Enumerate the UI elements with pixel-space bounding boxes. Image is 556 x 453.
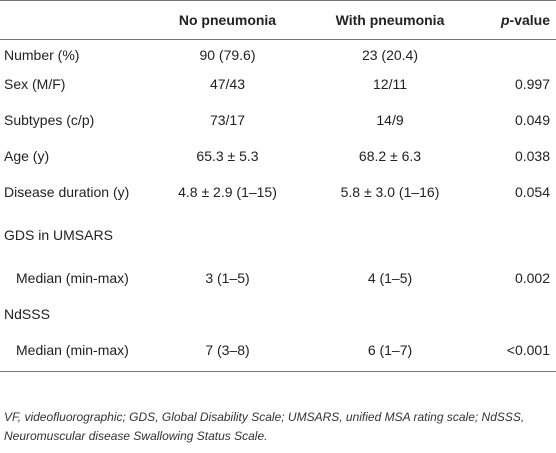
cell-with-pneumonia xyxy=(310,213,470,256)
header-p-italic: p xyxy=(500,12,510,28)
cell-no-pneumonia: 65.3 ± 5.3 xyxy=(196,147,259,164)
header-value-suffix: -value xyxy=(509,12,550,28)
table-row: Median (min-max) 7 (3–8) 6 (1–7) <0.001 xyxy=(0,328,556,372)
cell-p-value: 0.049 xyxy=(514,111,550,128)
header-p-value: p-value xyxy=(470,0,556,40)
cell-no-pneumonia xyxy=(145,299,310,328)
row-label: NdSSS xyxy=(4,305,50,322)
header-with-pneumonia: With pneumonia xyxy=(310,0,470,40)
table-row: Sex (M/F) 47/43 12/11 0.997 xyxy=(0,69,556,98)
cell-with-pneumonia: 6 (1–7) xyxy=(310,328,470,372)
cell-no-pneumonia: 4.8 ± 2.9 (1–15) xyxy=(178,183,277,200)
table-row: Median (min-max) 3 (1–5) 4 (1–5) 0.002 xyxy=(0,256,556,299)
cell-no-pneumonia: 3 (1–5) xyxy=(205,269,250,286)
table-row: Age (y) 65.3 ± 5.3 68.2 ± 6.3 0.038 xyxy=(0,141,556,170)
cell-p-value: 0.997 xyxy=(514,75,550,92)
table-row: NdSSS xyxy=(0,299,556,328)
row-label: Disease duration (y) xyxy=(4,183,130,200)
cell-with-pneumonia: 23 (20.4) xyxy=(361,46,419,63)
cell-p-value: 0.038 xyxy=(514,147,550,164)
comparison-table: No pneumonia With pneumonia p-value Numb… xyxy=(0,0,556,372)
cell-with-pneumonia: 14/9 xyxy=(376,111,404,128)
data-table-container: No pneumonia With pneumonia p-value Numb… xyxy=(0,0,556,372)
row-label: Sex (M/F) xyxy=(4,75,66,92)
cell-with-pneumonia: 4 (1–5) xyxy=(367,269,413,286)
row-label: Median (min-max) xyxy=(16,269,129,286)
cell-no-pneumonia: 73/17 xyxy=(209,111,246,128)
cell-no-pneumonia: 90 (79.6) xyxy=(199,46,256,63)
cell-with-pneumonia xyxy=(310,299,470,328)
table-row: Disease duration (y) 4.8 ± 2.9 (1–15) 5.… xyxy=(0,170,556,213)
table-row: Number (%) 90 (79.6) 23 (20.4) xyxy=(0,40,556,70)
cell-p-value: <0.001 xyxy=(470,328,556,372)
header-empty xyxy=(0,0,145,40)
table-header-row: No pneumonia With pneumonia p-value xyxy=(0,0,556,40)
row-label: Subtypes (c/p) xyxy=(4,111,95,128)
row-label: Median (min-max) xyxy=(0,328,145,372)
row-label: Age (y) xyxy=(4,147,50,164)
cell-p-value xyxy=(470,299,556,328)
cell-p-value: 0.002 xyxy=(514,269,550,286)
table-row: GDS in UMSARS xyxy=(0,213,556,256)
cell-with-pneumonia: 12/11 xyxy=(373,75,407,92)
cell-p-value: 0.054 xyxy=(514,183,550,200)
table-row: Subtypes (c/p) 73/17 14/9 0.049 xyxy=(0,98,556,141)
cell-p-value xyxy=(470,40,556,70)
cell-with-pneumonia: 68.2 ± 6.3 xyxy=(358,147,422,164)
cell-with-pneumonia: 5.8 ± 3.0 (1–16) xyxy=(340,183,440,200)
cell-no-pneumonia: 7 (3–8) xyxy=(145,328,310,372)
table-footnote: VF, videofluorographic; GDS, Global Disa… xyxy=(4,410,525,443)
cell-no-pneumonia: 47/43 xyxy=(209,75,246,92)
cell-p-value xyxy=(470,213,556,256)
row-label: GDS in UMSARS xyxy=(4,226,113,243)
header-no-pneumonia: No pneumonia xyxy=(145,0,310,40)
cell-no-pneumonia xyxy=(145,213,310,256)
row-label: Number (%) xyxy=(4,46,80,63)
